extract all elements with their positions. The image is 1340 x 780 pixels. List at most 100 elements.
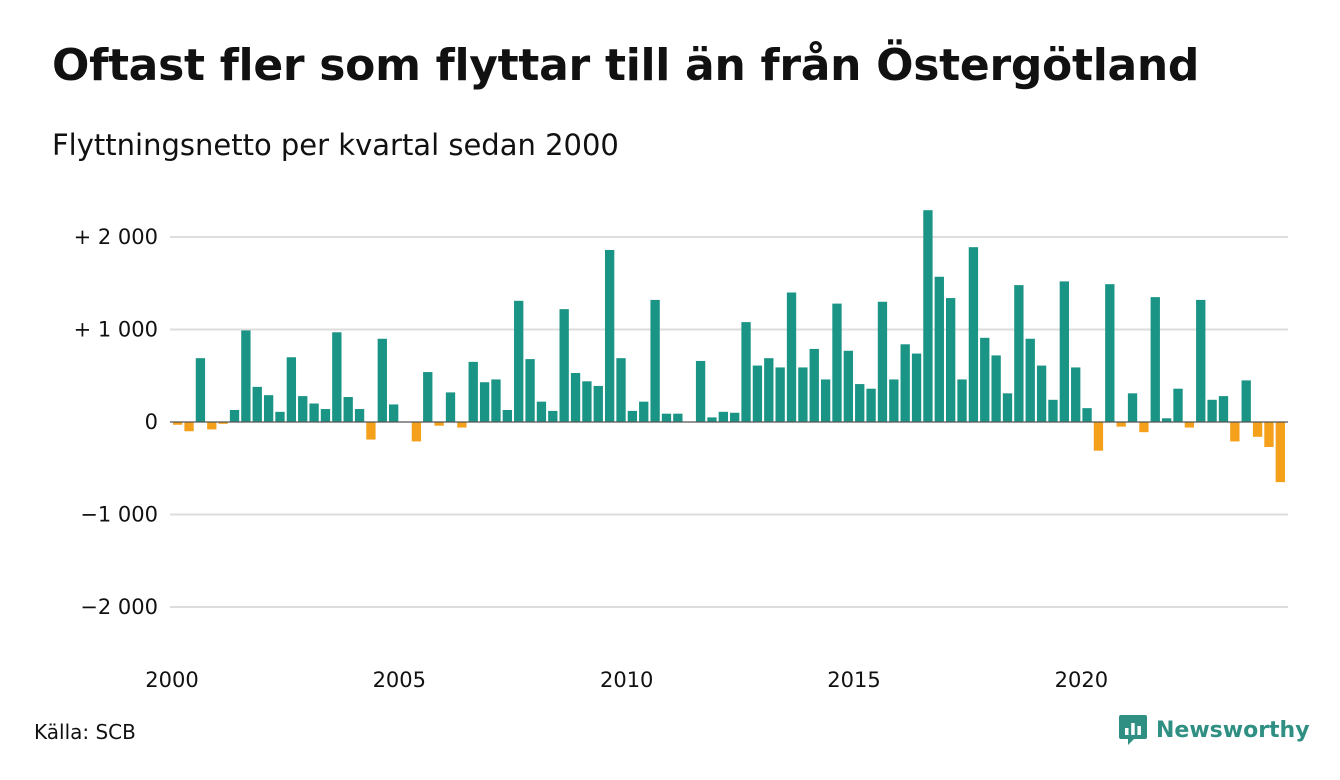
bar: [957, 379, 967, 422]
bar: [1207, 399, 1217, 422]
bar: [445, 392, 456, 422]
bar: [1025, 338, 1035, 422]
bar: [889, 379, 899, 422]
bar: [752, 365, 763, 422]
bar: [354, 409, 365, 422]
bar: [934, 276, 944, 422]
bar: [173, 422, 183, 425]
bar: [1014, 285, 1024, 422]
y-tick-label: + 2 000: [74, 225, 158, 249]
bar: [525, 359, 535, 422]
bars: [173, 210, 1285, 483]
bar: [389, 404, 399, 422]
brand: Newsworthy: [1118, 714, 1310, 746]
bar: [695, 360, 706, 422]
bar: [911, 353, 922, 422]
bar: [582, 381, 592, 422]
bar: [1264, 422, 1274, 447]
bar: [263, 395, 274, 422]
y-tick-label: + 1 000: [74, 318, 158, 342]
bar: [559, 309, 569, 422]
bar: [673, 413, 683, 422]
bar: [593, 385, 603, 422]
bar: [1002, 393, 1013, 422]
bar: [1105, 284, 1115, 422]
bar: [946, 298, 956, 422]
bar: [798, 367, 808, 422]
bar: [536, 401, 547, 422]
bar: [855, 384, 865, 422]
bar: [923, 210, 933, 422]
x-tick-label: 2020: [1055, 668, 1108, 692]
bar: [309, 403, 319, 422]
bar: [332, 332, 342, 422]
bar: [718, 411, 728, 422]
bar: [1082, 408, 1092, 423]
x-tick-label: 2005: [373, 668, 426, 692]
bar: [1275, 422, 1285, 483]
chart-title: Oftast fler som flyttar till än från Öst…: [52, 40, 1200, 91]
bar: [707, 417, 717, 423]
bar: [843, 350, 854, 422]
bar: [900, 344, 910, 422]
bar: [241, 330, 251, 422]
bar: [980, 337, 990, 422]
bar: [195, 358, 206, 422]
bar: [1241, 380, 1251, 423]
bar: [616, 358, 626, 422]
bar: [1139, 422, 1149, 433]
bar: [639, 401, 649, 422]
bar: [604, 249, 615, 422]
bar: [1127, 393, 1138, 422]
bar: [741, 322, 751, 422]
bar: [786, 292, 797, 422]
bar: [457, 422, 467, 428]
bar: [832, 303, 842, 422]
newsworthy-logo-icon: [1119, 715, 1147, 745]
bar: [877, 301, 888, 422]
bar: [730, 412, 740, 422]
bar: [298, 396, 308, 422]
bar: [775, 367, 785, 422]
bar: [275, 411, 285, 422]
bar: [1059, 281, 1069, 422]
bar: [570, 372, 581, 422]
bar: [1093, 422, 1104, 451]
bar: [1036, 365, 1047, 422]
bar: [809, 348, 819, 422]
bar: [207, 422, 217, 430]
bar: [1184, 422, 1195, 428]
bar: [968, 247, 979, 422]
y-tick-label: −1 000: [80, 503, 158, 527]
bar: [1252, 422, 1263, 437]
gridlines: [170, 236, 1288, 608]
x-tick-label: 2000: [145, 668, 198, 692]
bar: [320, 409, 331, 422]
bar: [366, 422, 376, 440]
x-axis-ticks: 2000 2005 2010 2015 2020: [145, 668, 1108, 692]
bar: [479, 382, 490, 422]
x-tick-label: 2010: [600, 668, 653, 692]
bar: [229, 409, 240, 422]
bar: [423, 372, 433, 422]
source-note: Källa: SCB: [34, 720, 136, 744]
bar: [661, 413, 672, 422]
bar: [491, 379, 501, 422]
bar: [377, 338, 387, 422]
x-tick-label: 2015: [827, 668, 880, 692]
bar: [1116, 422, 1126, 427]
bar: [1071, 367, 1081, 422]
bar: [434, 422, 444, 426]
bar: [866, 388, 876, 422]
y-axis-ticks: + 2 000 + 1 000 0 −1 000 −2 000: [74, 225, 158, 619]
bar: [1218, 396, 1229, 422]
bar: [627, 410, 638, 422]
brand-name: Newsworthy: [1156, 717, 1310, 743]
bar: [1230, 422, 1240, 442]
y-tick-label: 0: [145, 410, 158, 434]
bar: [252, 386, 262, 422]
bar: [1173, 388, 1183, 422]
bar: [1161, 418, 1172, 422]
bar: [820, 379, 831, 422]
